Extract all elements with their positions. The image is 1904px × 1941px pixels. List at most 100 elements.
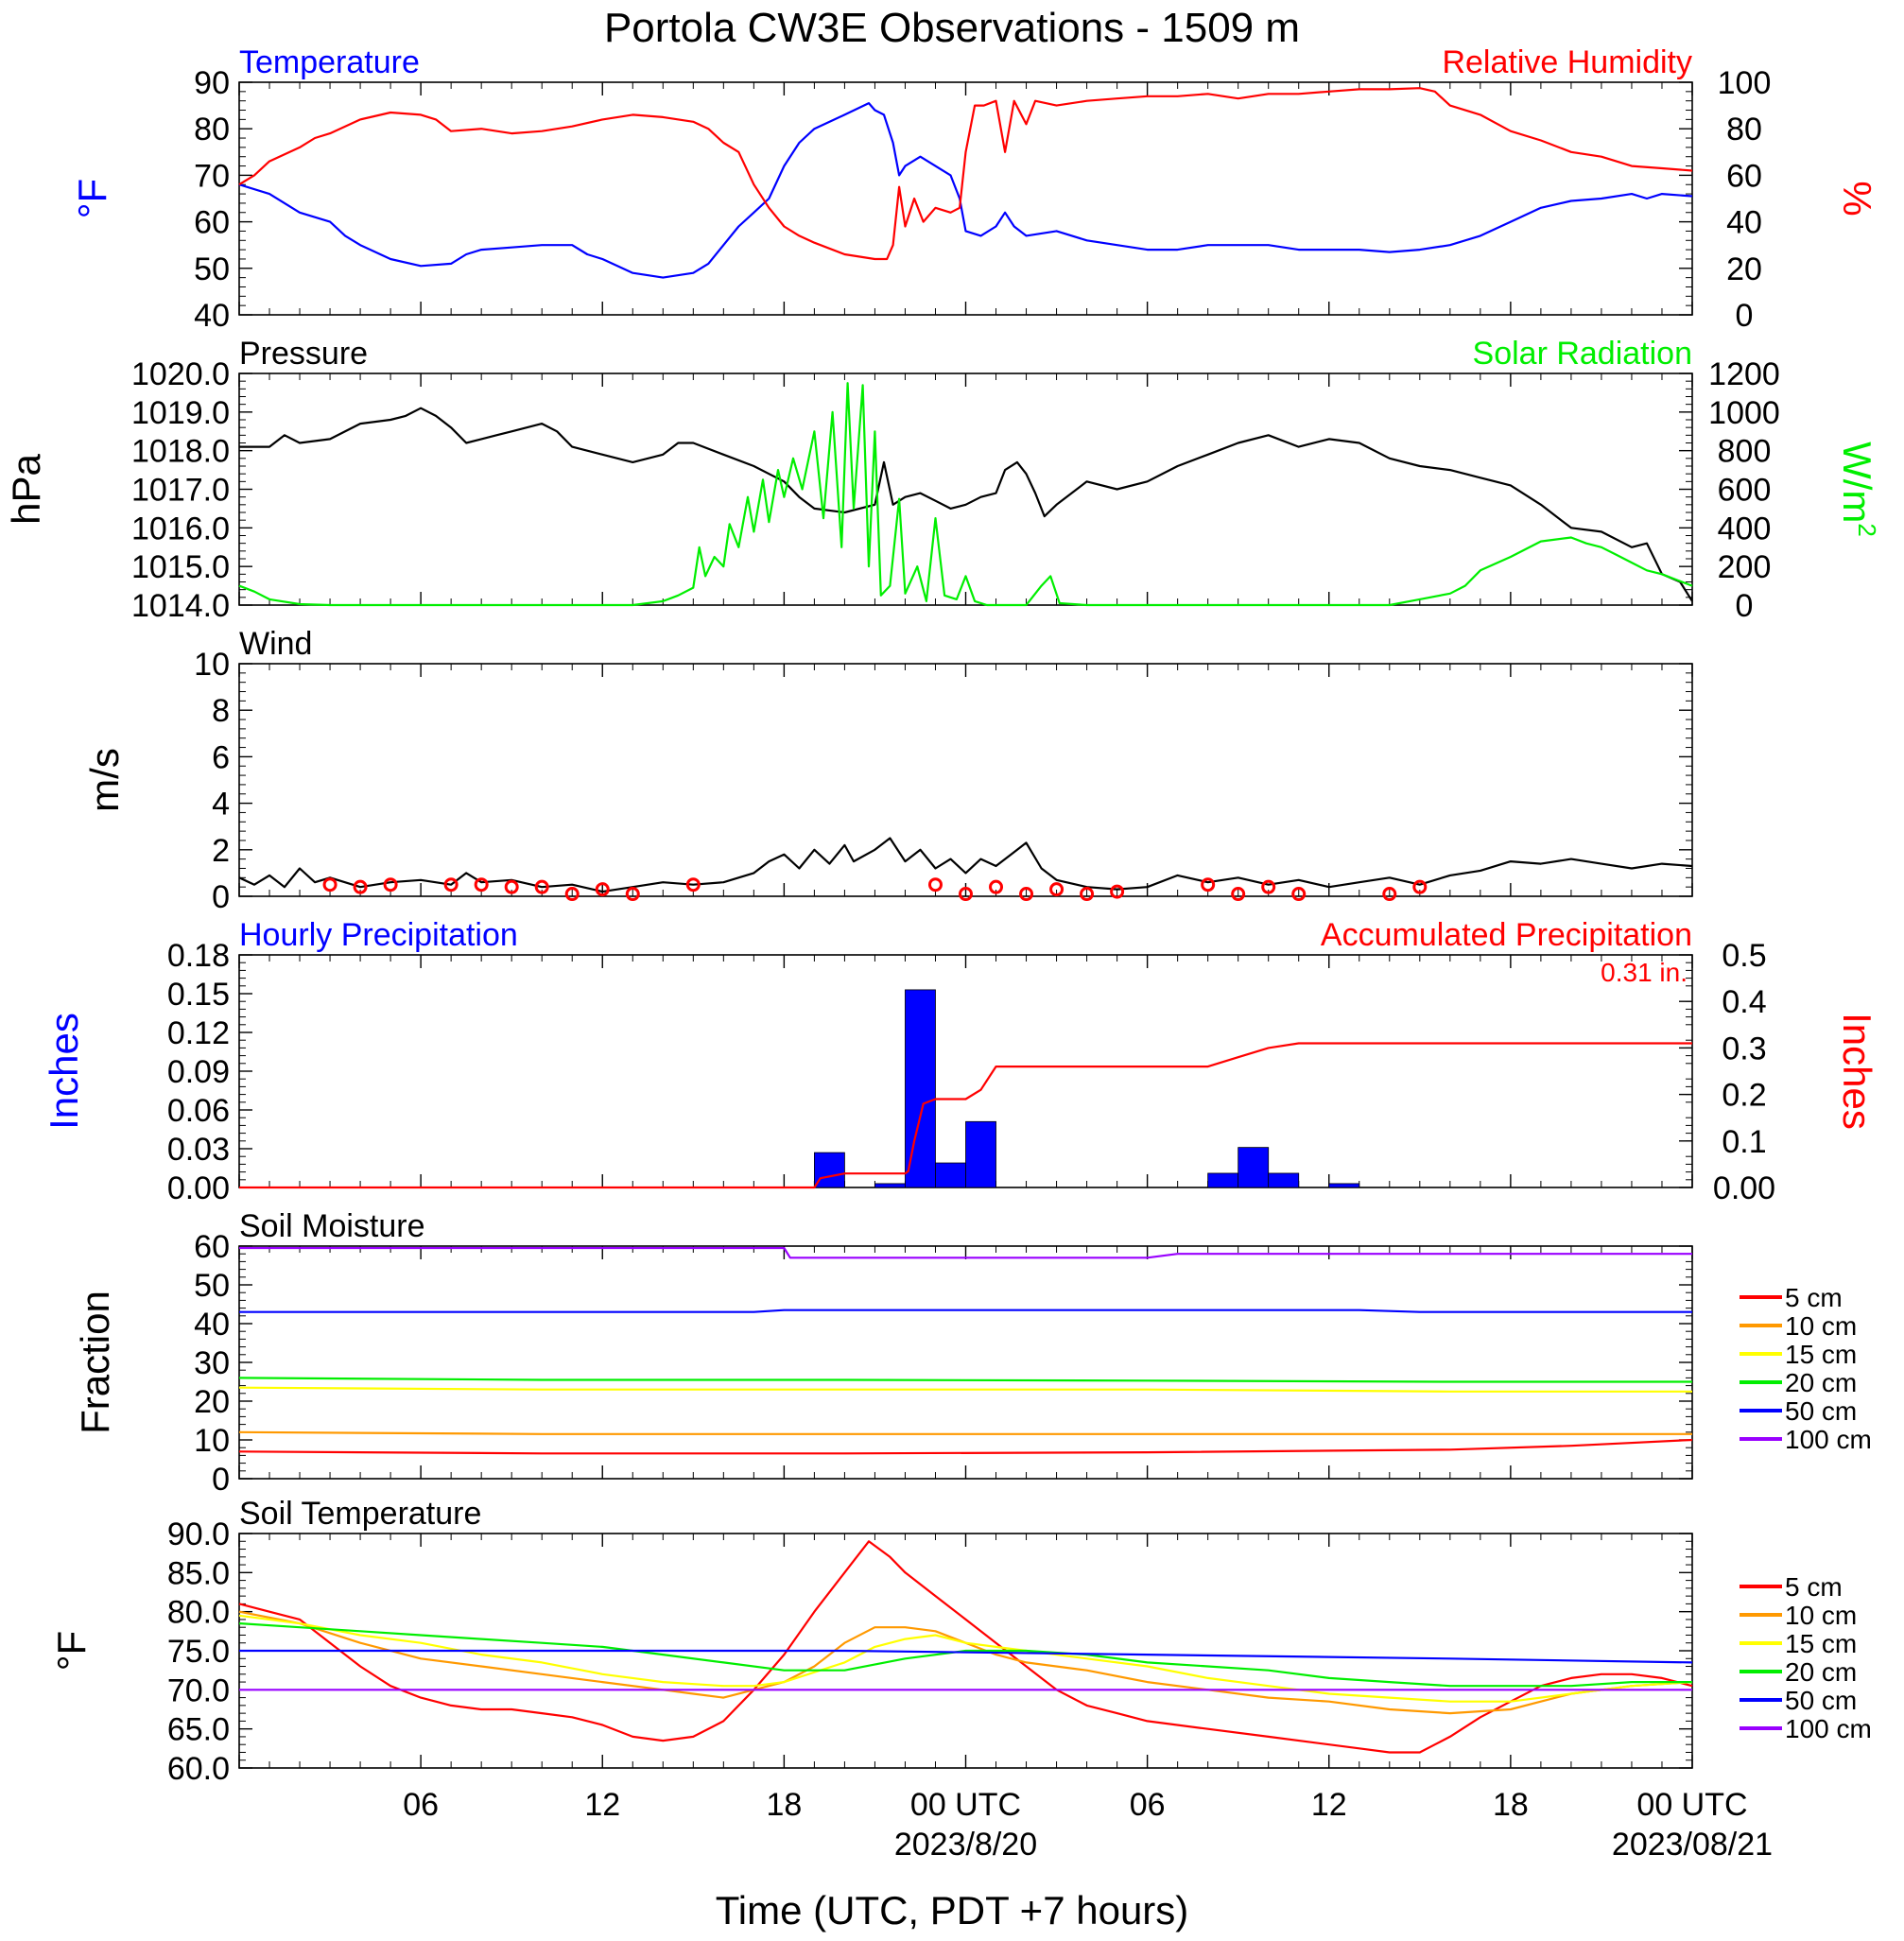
x-date-label: 2023/08/21	[1612, 1827, 1773, 1863]
x-tick-label: 12	[1311, 1787, 1347, 1823]
y-tick-label: 80	[194, 112, 230, 147]
panel-left-title: Soil Temperature	[239, 1496, 481, 1532]
y-tick-label: 50	[194, 251, 230, 287]
y-tick-label: 70.0	[167, 1672, 230, 1708]
precip-bar	[1268, 1172, 1300, 1188]
series-line-10-cm	[238, 1430, 1692, 1435]
panel-left-title: Wind	[239, 626, 312, 662]
wind-calm-marker	[383, 877, 398, 893]
plot-frame	[238, 373, 1693, 606]
wind-calm-marker	[474, 877, 489, 893]
series-line-50-cm	[239, 1308, 1692, 1313]
wind-calm-marker	[625, 887, 640, 902]
x-tick-label: 18	[766, 1787, 802, 1823]
y-tick-label: 8	[212, 693, 230, 729]
wind-calm-marker	[564, 887, 580, 902]
y-tick-label: 80.0	[167, 1595, 230, 1631]
y-tick-label: 1020.0	[131, 356, 230, 392]
accumulated-precip-line	[239, 1042, 1692, 1189]
y-right-tick-label: 100	[1718, 65, 1772, 101]
wind-calm-marker	[1382, 887, 1397, 902]
panel-pressure_solar: 1014.01015.01016.01017.01018.01019.01020…	[4, 336, 1881, 624]
y-tick-label: 4	[212, 787, 230, 823]
y-axis-label: Fraction	[73, 1291, 117, 1434]
legend-label: 15 cm	[1785, 1340, 1857, 1369]
legend-label: 100 cm	[1785, 1425, 1872, 1454]
panel-right-title: Accumulated Precipitation	[1321, 917, 1692, 953]
y-right-axis-label: Inches	[1835, 1013, 1879, 1130]
legend-label: 20 cm	[1785, 1657, 1857, 1687]
y-axis-label: °F	[70, 179, 114, 218]
panel-right-title: Relative Humidity	[1442, 44, 1692, 80]
y-tick-label: 0	[212, 1462, 230, 1498]
wind-calm-marker	[959, 887, 973, 902]
legend-label: 5 cm	[1785, 1572, 1843, 1602]
y-right-tick-label: 600	[1718, 473, 1772, 509]
y-tick-label: 1016.0	[131, 511, 230, 546]
wind-calm-marker	[1080, 887, 1095, 902]
series-line-20-cm	[238, 1622, 1692, 1688]
series-line-wind	[238, 837, 1693, 893]
panel-left-title: Pressure	[239, 336, 368, 372]
precip-bar	[874, 1183, 906, 1188]
y-right-tick-label: 0.5	[1722, 938, 1766, 974]
y-right-tick-label: 800	[1718, 434, 1772, 470]
plot-frame	[238, 81, 1693, 316]
y-tick-label: 90	[194, 65, 230, 101]
y-right-tick-label: 1200	[1708, 356, 1780, 392]
x-tick-label: 06	[403, 1787, 439, 1823]
y-axis-label: Inches	[42, 1013, 86, 1130]
y-tick-label: 0.03	[167, 1132, 230, 1168]
wind-calm-marker	[504, 879, 519, 894]
y-tick-label: 0.06	[167, 1093, 230, 1129]
series-line-solar-radiation	[238, 382, 1693, 607]
y-tick-label: 1019.0	[131, 395, 230, 431]
wind-calm-marker	[322, 877, 338, 893]
series-line-10-cm	[238, 1610, 1693, 1715]
y-tick-label: 20	[194, 1384, 230, 1420]
wind-calm-marker	[1412, 879, 1428, 894]
series-line-15-cm	[238, 1386, 1692, 1393]
series-line-pressure	[239, 407, 1693, 602]
wind-calm-marker	[1019, 887, 1034, 902]
panel-left-title: Soil Moisture	[239, 1208, 425, 1244]
x-date-label: 2023/8/20	[894, 1827, 1037, 1863]
wind-calm-marker	[1110, 884, 1125, 899]
y-right-tick-label: 0.3	[1722, 1031, 1766, 1066]
y-right-tick-label: 1000	[1708, 395, 1780, 431]
legend-label: 20 cm	[1785, 1368, 1857, 1397]
y-tick-label: 85.0	[167, 1555, 230, 1591]
series-line-5-cm	[238, 1438, 1693, 1455]
wind-calm-marker	[353, 879, 368, 894]
precip-bar	[1238, 1147, 1270, 1188]
wind-calm-marker	[1261, 879, 1276, 894]
x-tick-label: 18	[1493, 1787, 1529, 1823]
legend-label: 5 cm	[1785, 1283, 1843, 1312]
y-axis-label: m/s	[82, 748, 127, 812]
y-right-tick-label: 20	[1726, 251, 1762, 287]
y-tick-label: 60	[194, 205, 230, 241]
y-right-tick-label: 400	[1718, 511, 1772, 546]
y-tick-label: 10	[194, 647, 230, 683]
y-right-tick-label: 200	[1718, 549, 1772, 585]
x-axis-label: Time (UTC, PDT +7 hours)	[716, 1888, 1189, 1932]
y-tick-label: 0.15	[167, 977, 230, 1013]
series-line-relative-humidity	[238, 87, 1693, 261]
y-tick-label: 60.0	[167, 1751, 230, 1787]
y-right-tick-label: 0.1	[1722, 1124, 1766, 1160]
wind-calm-marker	[1291, 887, 1307, 902]
y-tick-label: 90.0	[167, 1516, 230, 1552]
y-tick-label: 60	[194, 1229, 230, 1265]
y-tick-label: 1017.0	[131, 473, 230, 509]
precip-bar	[813, 1152, 845, 1188]
precip-bar	[965, 1120, 996, 1188]
y-tick-label: 40	[194, 298, 230, 334]
panel-precip: 0.000.030.060.090.120.150.180.000.10.20.…	[42, 917, 1879, 1206]
y-tick-label: 65.0	[167, 1712, 230, 1748]
wind-calm-marker	[443, 877, 459, 893]
wind-calm-marker	[1201, 877, 1216, 893]
precip-bar	[1207, 1172, 1239, 1188]
